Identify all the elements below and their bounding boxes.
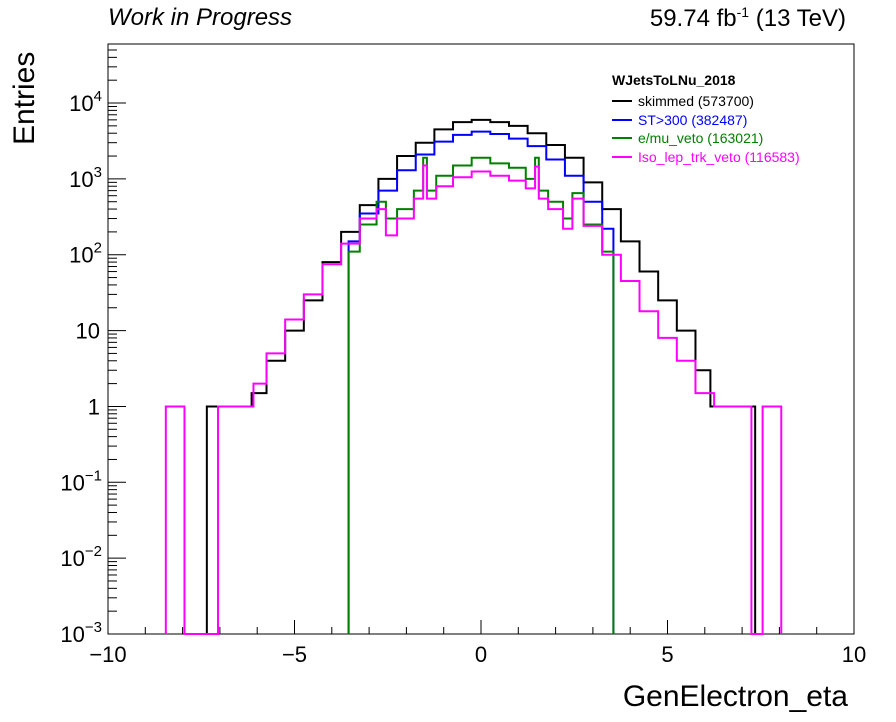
y-tick-label: 10−3 (60, 619, 102, 647)
legend-label: ST>300 (382487) (638, 111, 748, 128)
legend-title: WJetsToLNu_2018 (612, 72, 736, 88)
legend-label: skimmed (573700) (638, 93, 754, 110)
y-tick-label: 10−2 (60, 543, 102, 571)
series-3 (164, 164, 783, 635)
y-tick-label: 104 (69, 88, 102, 116)
legend-swatch (612, 155, 632, 158)
legend-item: ST>300 (382487) (612, 111, 800, 130)
x-tick-label: −5 (282, 642, 307, 667)
legend-label: e/mu_veto (163021) (638, 130, 764, 147)
series-line (347, 130, 615, 634)
legend-item: Iso_lep_trk_veto (116583) (612, 148, 800, 167)
series-line (164, 164, 783, 635)
legend-swatch (612, 137, 632, 140)
series-0 (205, 118, 757, 634)
legend-label: Iso_lep_trk_veto (116583) (638, 148, 800, 165)
legend-swatch (612, 118, 632, 121)
y-tick-label: 102 (69, 240, 102, 268)
series-line (347, 156, 615, 634)
x-axis-label: GenElectron_eta (622, 680, 848, 713)
y-tick-label: 10−1 (60, 467, 102, 495)
series-line (205, 118, 757, 634)
x-tick-label: 0 (475, 642, 487, 667)
y-tick-label: 103 (69, 164, 102, 192)
y-axis-label: Entries (8, 51, 41, 145)
legend-swatch (612, 100, 632, 103)
legend-item: skimmed (573700) (612, 92, 800, 111)
x-tick-label: 5 (661, 642, 673, 667)
work-in-progress-label: Work in Progress (108, 4, 293, 31)
legend: WJetsToLNu_2018 skimmed (573700) ST>300 (… (612, 72, 800, 166)
series-layer (164, 118, 783, 635)
axis-layer: −10 −5 0 5 10 10−3 10−2 10−1 1 10 102 103 104 (60, 43, 866, 667)
series-1 (347, 130, 615, 634)
x-tick-label: −10 (89, 642, 126, 667)
y-tick-label: 10 (76, 319, 100, 344)
series-2 (347, 156, 615, 634)
legend-item: e/mu_veto (163021) (612, 129, 800, 148)
y-tick-label: 1 (88, 394, 100, 419)
luminosity-label: 59.74 fb-1 (13 TeV) (649, 4, 846, 32)
x-tick-label: 10 (842, 642, 866, 667)
